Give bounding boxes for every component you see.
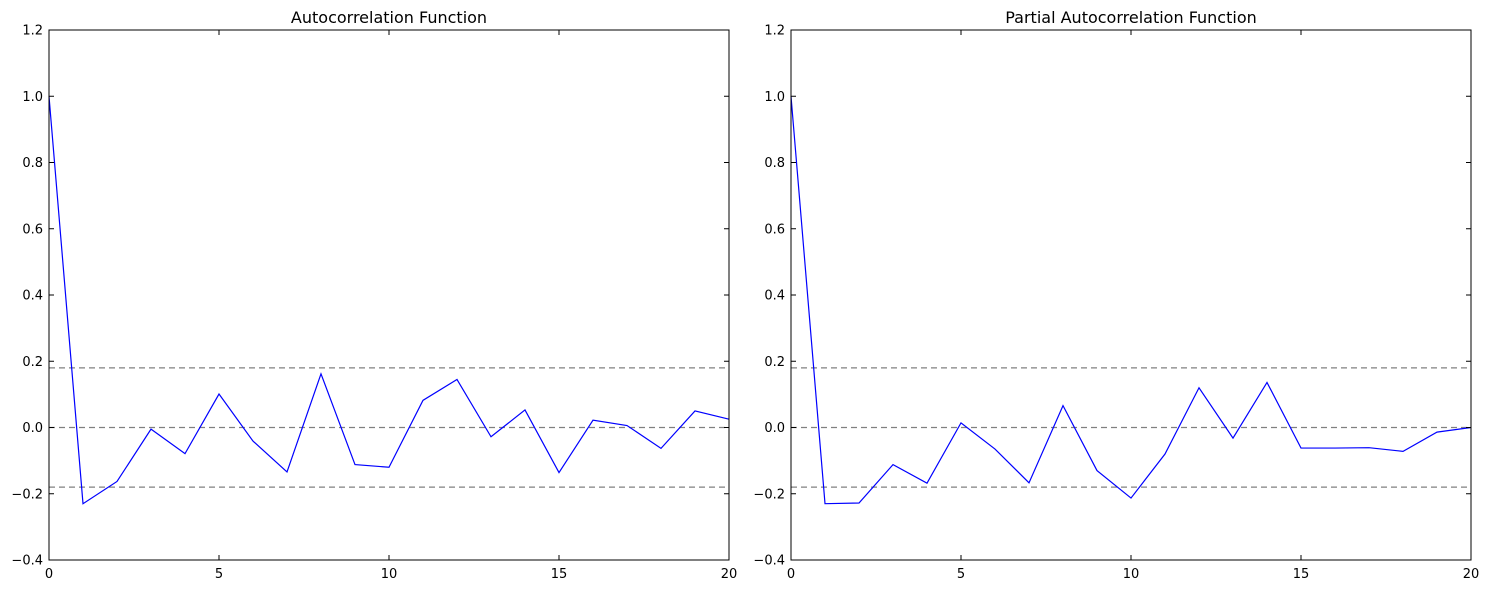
x-tick-label: 10 (1123, 567, 1140, 582)
y-tick-label: 0.4 (22, 289, 43, 304)
y-tick-label: 1.2 (764, 24, 785, 39)
y-tick-label: 0.2 (764, 355, 785, 370)
y-tick-label: 1.2 (22, 24, 43, 39)
x-tick-label: 5 (215, 567, 223, 582)
y-tick-label: 1.0 (764, 90, 785, 105)
y-tick-label: 1.0 (22, 90, 43, 105)
chart-panel-0: Autocorrelation Function 0 5 10 15 20 −0.4 −0.2… (11, 8, 737, 582)
x-tick-label: 15 (1293, 567, 1310, 582)
y-tick-label: 0.2 (22, 355, 43, 370)
y-tick-label: −0.2 (11, 487, 43, 502)
y-tick-label: 0.6 (764, 222, 785, 237)
x-tick-label: 15 (551, 567, 568, 582)
y-tick-label: 0.0 (764, 421, 785, 436)
chart-title: Partial Autocorrelation Function (1005, 8, 1257, 27)
plot-frame (48, 29, 730, 561)
x-tick-label: 20 (1463, 567, 1480, 582)
chart-panel-1: Partial Autocorrelation Function 0 5 10 15 20… (753, 8, 1479, 582)
y-tick-label: 0.4 (764, 289, 785, 304)
x-tick-label: 0 (787, 567, 795, 582)
plot-frame (790, 29, 1472, 561)
y-tick-label: −0.2 (753, 487, 785, 502)
y-tick-label: 0.6 (22, 222, 43, 237)
y-tick-label: −0.4 (11, 554, 43, 569)
chart-title: Autocorrelation Function (291, 8, 487, 27)
y-tick-label: 0.8 (764, 156, 785, 171)
x-tick-label: 0 (45, 567, 53, 582)
x-tick-label: 5 (957, 567, 965, 582)
y-tick-label: 0.0 (22, 421, 43, 436)
series-line (790, 96, 1472, 505)
y-tick-label: 0.8 (22, 156, 43, 171)
x-tick-label: 10 (381, 567, 398, 582)
series-line (48, 96, 730, 505)
x-tick-label: 20 (721, 567, 738, 582)
y-tick-label: −0.4 (753, 554, 785, 569)
